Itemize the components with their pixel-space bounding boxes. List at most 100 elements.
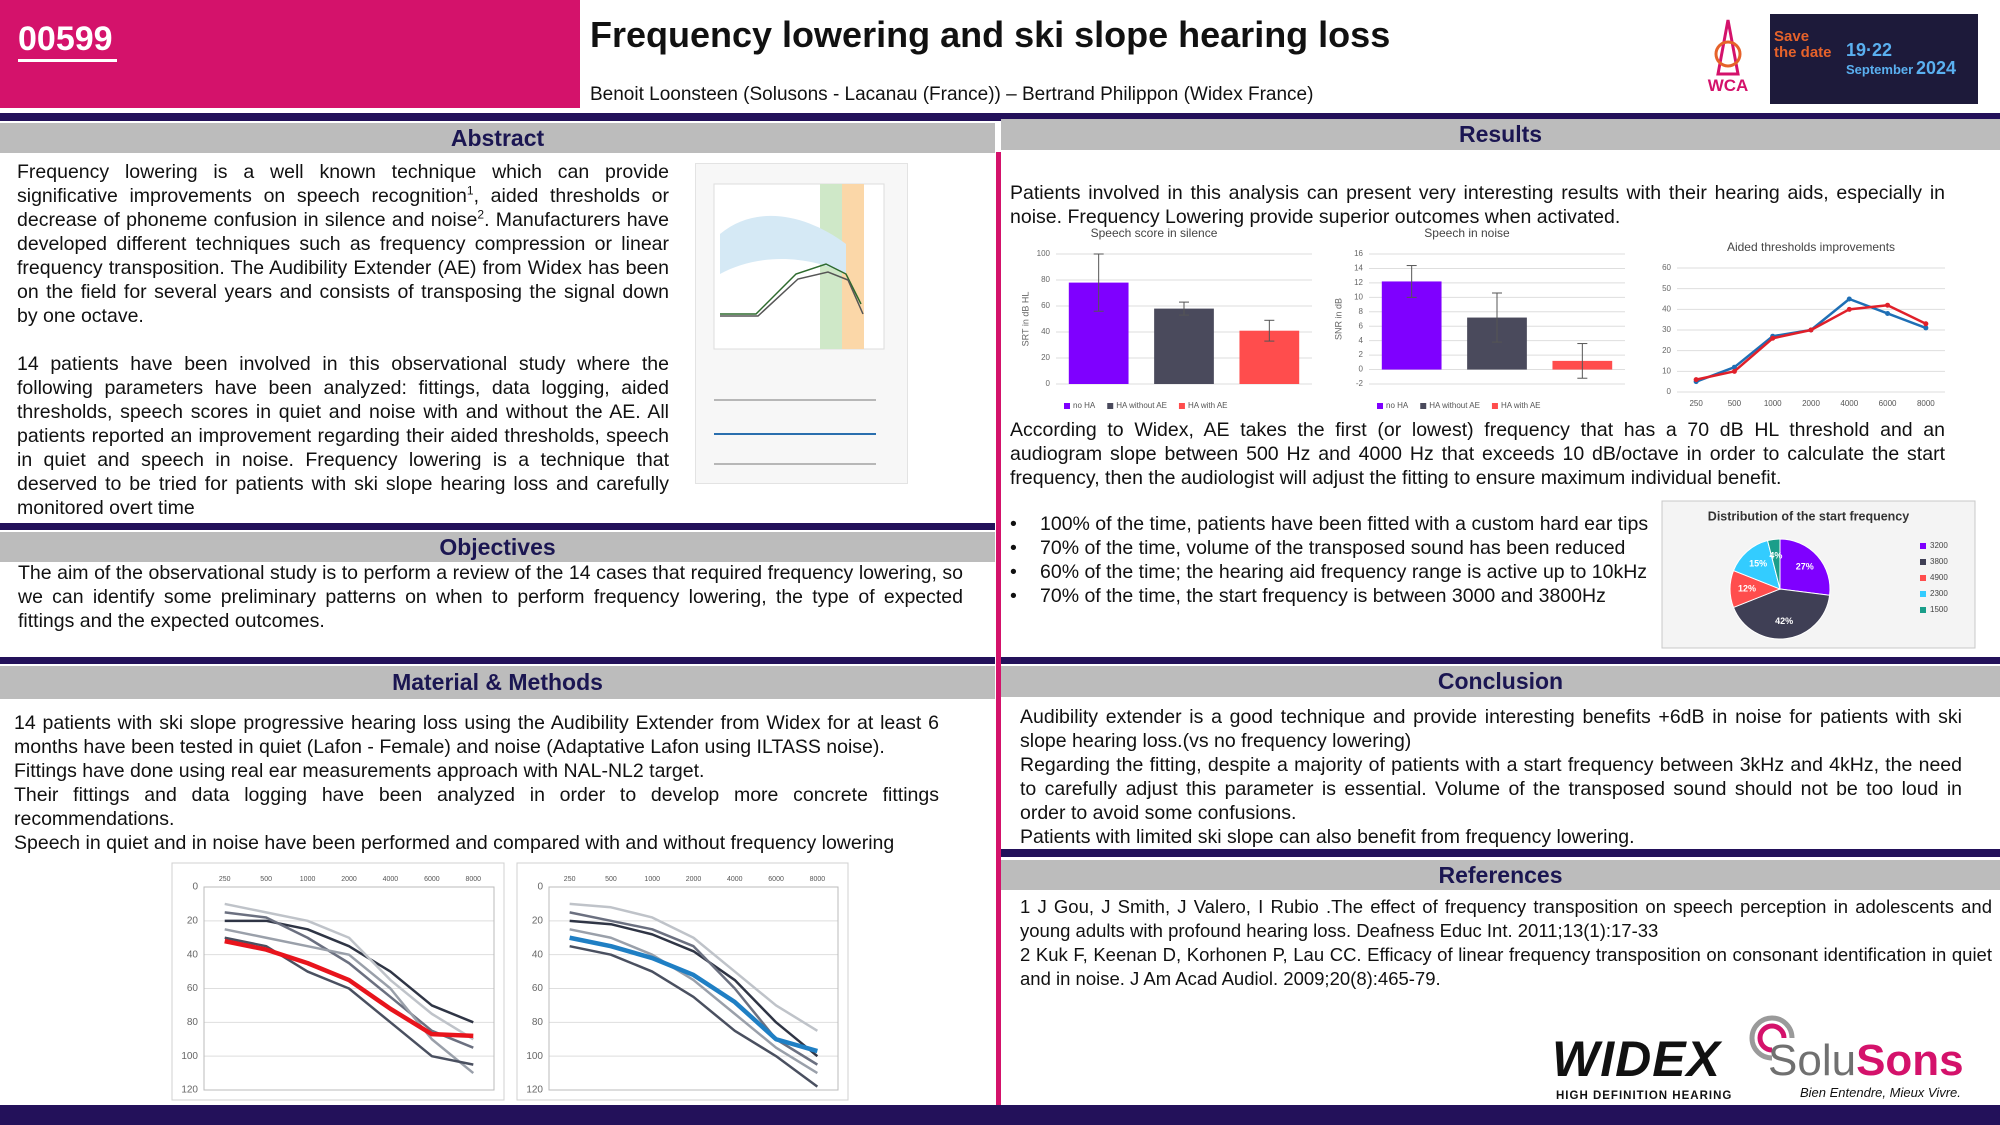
section-band (1001, 657, 2000, 664)
x-tick-label: 8000 (810, 876, 826, 883)
bar (1068, 282, 1129, 384)
results-intro: Patients involved in this analysis can p… (1010, 182, 1945, 228)
series-line (1695, 297, 1927, 383)
legend-swatch (1920, 607, 1926, 613)
point (1770, 335, 1776, 341)
y-tick-label: 60 (532, 983, 544, 994)
y-tick-label: 4 (1359, 336, 1364, 345)
id-box: 00599 (0, 0, 580, 108)
citation: 2 (477, 207, 485, 222)
chart-title: Distribution of the start frequency (1708, 509, 1909, 523)
point (1731, 364, 1737, 370)
y-tick-label: 20 (187, 915, 199, 926)
series-line (569, 919, 819, 1058)
logo-part: Solu (1768, 1036, 1857, 1085)
x-tick-label: 250 (564, 876, 576, 883)
y-tick-label: 40 (187, 949, 199, 960)
y-tick-label: 80 (187, 1017, 199, 1028)
conclusion-paragraph: Patients with limited ski slope can also… (1020, 826, 1635, 848)
results-ae-text: According to Widex, AE takes the first (… (1010, 419, 1945, 489)
header-band (0, 113, 2000, 121)
legend-swatch (1491, 403, 1498, 409)
y-tick-label: 40 (1041, 327, 1050, 336)
wca-icon (1714, 19, 1742, 76)
conclusion-text: Audibility extender is a good technique … (1020, 705, 1962, 849)
column-divider (996, 152, 1001, 1105)
y-tick-label: 0 (1359, 365, 1364, 374)
y-tick-label: 40 (532, 949, 544, 960)
x-tick-label: 2000 (1802, 399, 1820, 408)
legend-swatch (1064, 403, 1070, 409)
legend-label: HA with AE (1188, 401, 1228, 410)
legend-swatch (1920, 543, 1926, 549)
legend-label: 3200 (1930, 541, 1948, 550)
bar (1381, 281, 1442, 370)
pie-slice (1732, 588, 1831, 640)
series-line (569, 935, 818, 1054)
slice-label: 42% (1775, 616, 1793, 626)
y-tick-label: 60 (1041, 301, 1050, 310)
x-tick-label: 6000 (1879, 399, 1897, 408)
bullet: 100% of the time, patients have been fit… (1010, 512, 1660, 536)
abstract-paragraph: 14 patients have been involved in this o… (17, 353, 669, 519)
pie-slice (1766, 538, 1781, 590)
widex-tagline: HIGH DEFINITION HEARING (1556, 1090, 1733, 1102)
reference: 1 J Gou, J Smith, J Valero, I Rubio .The… (1020, 896, 1992, 941)
y-tick-label: 120 (181, 1085, 198, 1096)
legend-label: HA without AE (1116, 401, 1167, 410)
x-tick-label: 6000 (424, 876, 440, 883)
legend-swatch (1107, 403, 1114, 409)
gain-curve (720, 263, 862, 315)
legend-swatch (1920, 559, 1926, 565)
y-tick-label: 10 (1354, 292, 1363, 301)
x-tick-label: 1000 (300, 876, 316, 883)
y-tick-label: -2 (1356, 379, 1364, 388)
point (1693, 377, 1699, 383)
objectives-text: The aim of the observational study is to… (18, 562, 963, 632)
screenshot-graphic (713, 183, 885, 465)
point (1923, 321, 1929, 327)
x-tick-label: 6000 (768, 876, 784, 883)
conclusion-paragraph: Regarding the fitting, despite a majorit… (1020, 754, 1962, 824)
event-box: Save the date 19·22 September 2024 (1770, 14, 1978, 104)
gain-curve (720, 271, 864, 317)
x-tick-label: 500 (260, 876, 272, 883)
logo-part: Sons (1856, 1036, 1964, 1085)
legend-label: HA without AE (1429, 401, 1480, 410)
chart-title: Aided thresholds improvements (1727, 240, 1895, 254)
plot-frame (548, 886, 839, 1091)
citation: 1 (466, 183, 474, 198)
methods-paragraph: Speech in quiet and in noise have been p… (14, 832, 895, 854)
slice-label: 15% (1749, 559, 1767, 569)
chart-frame (516, 862, 849, 1101)
legend-label: 1500 (1930, 605, 1948, 614)
y-axis-label: SNR in dB (1333, 298, 1343, 340)
y-tick-label: 20 (1662, 346, 1671, 355)
event-month: September (1846, 62, 1914, 77)
y-tick-label: 20 (532, 915, 544, 926)
point (1846, 306, 1852, 312)
x-tick-label: 1000 (1764, 399, 1782, 408)
x-tick-label: 500 (1728, 399, 1742, 408)
fitting-screenshot (695, 163, 908, 484)
series-line (569, 902, 819, 1032)
bullet: 60% of the time; the hearing aid frequen… (1010, 560, 1660, 584)
y-tick-label: 20 (1041, 353, 1050, 362)
chart-frame (171, 862, 505, 1101)
methods-text: 14 patients with ski slope progressive h… (14, 711, 939, 855)
pie-slice (1779, 538, 1831, 596)
series-line (224, 938, 474, 1039)
slice-label: 27% (1796, 562, 1814, 572)
abstract-text: Frequency lowering is a well known techn… (17, 160, 669, 520)
y-tick-label: 40 (1662, 304, 1671, 313)
y-tick-label: 12 (1354, 278, 1363, 287)
solusons-logo: SoluSons (1768, 1036, 1964, 1086)
point (1846, 296, 1852, 302)
methods-paragraph: Fittings have done using real ear measur… (14, 760, 705, 782)
series-line (224, 919, 474, 1024)
legend-label: HA with AE (1501, 401, 1541, 410)
section-band (1001, 849, 2000, 857)
section-heading: Abstract (0, 123, 995, 153)
y-axis-label: SRT in dB HL (1020, 292, 1030, 347)
